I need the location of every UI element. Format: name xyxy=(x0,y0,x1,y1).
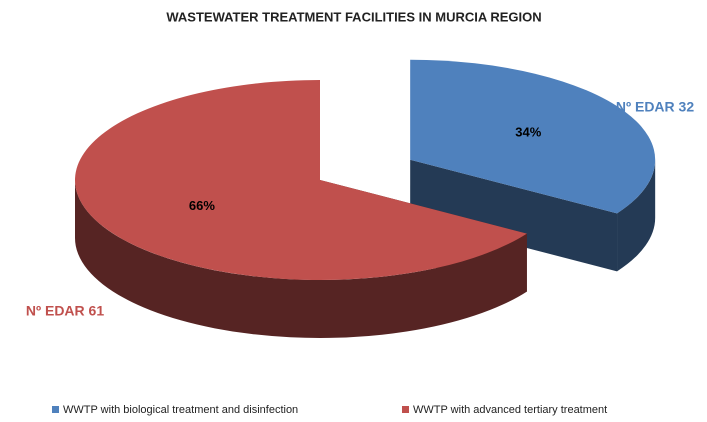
slice-side xyxy=(617,159,656,272)
chart-title: WASTEWATER TREATMENT FACILITIES IN MURCI… xyxy=(166,9,541,24)
slice-label: Nº EDAR 32 xyxy=(616,99,694,115)
slice-side xyxy=(74,180,527,338)
slice-top xyxy=(410,59,656,214)
slice xyxy=(74,80,527,338)
slice-top xyxy=(74,80,527,280)
legend-swatch xyxy=(402,406,409,413)
slice-label: Nº EDAR 61 xyxy=(26,303,104,319)
slice xyxy=(410,59,656,272)
data-label: 66% xyxy=(189,198,215,213)
slice-face xyxy=(410,159,618,272)
legend-label: WWTP with biological treatment and disin… xyxy=(63,404,298,416)
legend-label: WWTP with advanced tertiary treatment xyxy=(413,404,607,416)
legend-swatch xyxy=(52,406,59,413)
data-label: 34% xyxy=(515,125,541,140)
